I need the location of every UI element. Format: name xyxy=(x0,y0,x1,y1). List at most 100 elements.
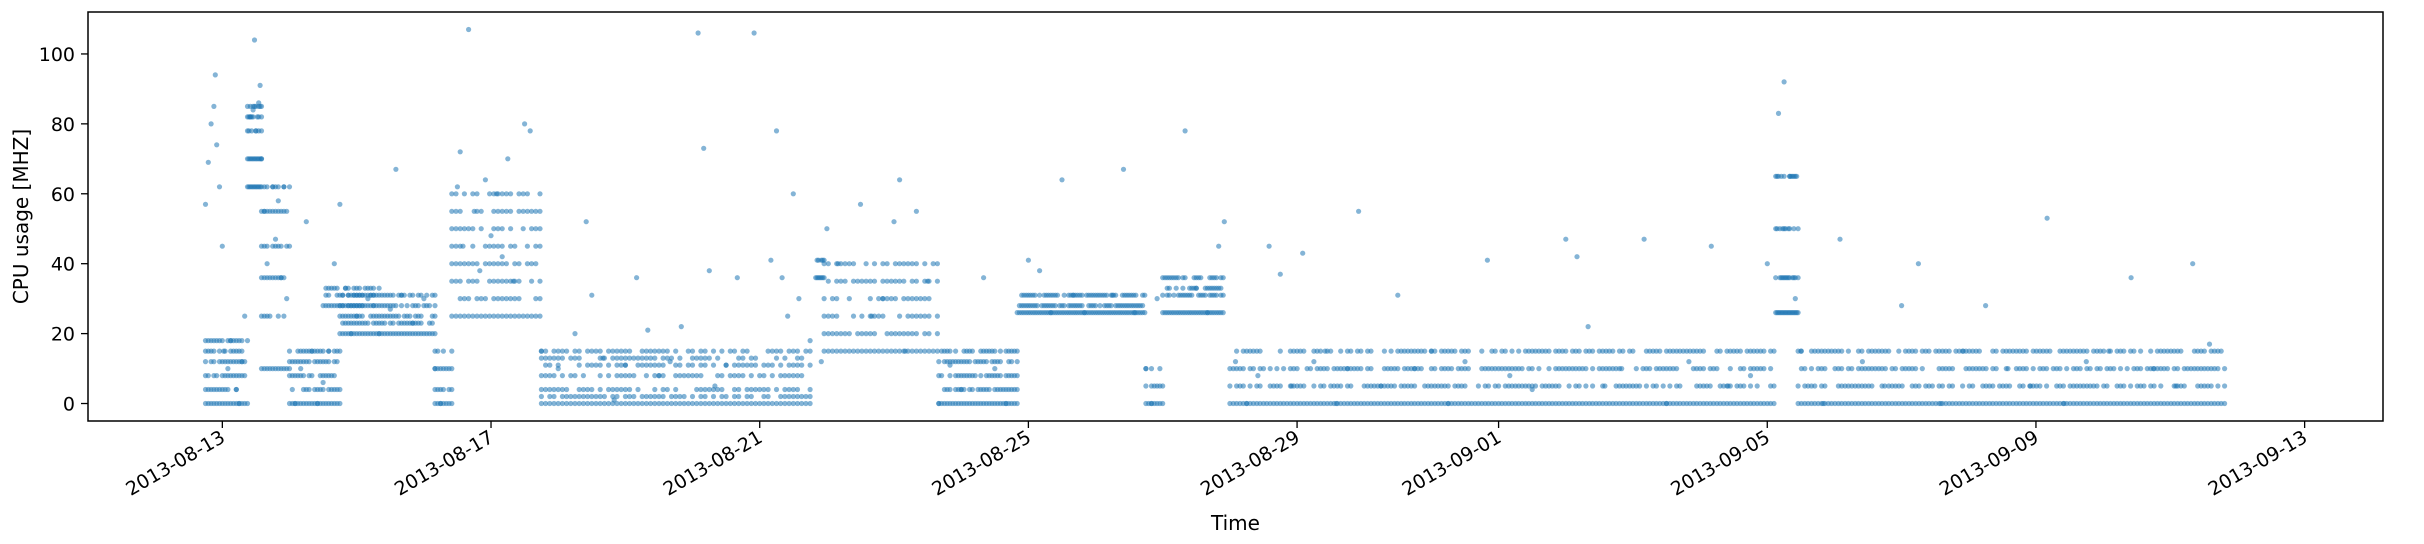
data-point xyxy=(778,393,784,400)
data-point xyxy=(2206,341,2213,347)
data-point xyxy=(251,37,258,43)
data-point xyxy=(1257,383,1263,389)
data-point xyxy=(555,386,561,393)
data-point xyxy=(589,393,595,400)
data-point xyxy=(538,400,545,407)
data-point xyxy=(348,331,354,337)
x-axis-label: Time xyxy=(1210,511,1260,535)
data-point xyxy=(1667,383,1673,389)
data-point xyxy=(1059,177,1065,183)
data-point xyxy=(1492,348,1498,354)
data-point xyxy=(236,400,242,407)
data-point xyxy=(997,359,1004,365)
data-point xyxy=(449,313,455,319)
data-point xyxy=(752,362,759,368)
data-point xyxy=(614,362,620,368)
data-point xyxy=(773,128,780,134)
data-point xyxy=(610,348,616,354)
data-point xyxy=(719,400,725,407)
data-point xyxy=(572,331,578,337)
data-point xyxy=(1003,400,1009,407)
data-point xyxy=(499,191,505,197)
data-point xyxy=(1761,366,1767,372)
data-point xyxy=(2128,383,2134,389)
data-point xyxy=(543,373,549,379)
data-point xyxy=(568,393,574,400)
data-point xyxy=(1025,257,1031,263)
data-point xyxy=(1301,348,1307,354)
data-point xyxy=(432,366,438,372)
data-point xyxy=(1048,310,1054,316)
data-point xyxy=(491,208,497,214)
data-point xyxy=(516,278,522,284)
data-point xyxy=(453,226,459,232)
data-point xyxy=(645,327,651,333)
data-point xyxy=(825,313,831,319)
data-point xyxy=(643,355,650,361)
data-point xyxy=(643,348,650,354)
data-point xyxy=(2037,383,2043,389)
data-point xyxy=(689,393,696,400)
data-point xyxy=(736,355,742,361)
data-point xyxy=(461,191,467,197)
data-point xyxy=(1771,383,1777,389)
data-point xyxy=(495,313,501,319)
data-point xyxy=(888,348,894,354)
data-point xyxy=(1220,275,1226,281)
plot-frame xyxy=(87,11,2384,422)
data-point xyxy=(648,362,654,368)
data-point xyxy=(752,355,759,361)
data-point xyxy=(340,303,346,309)
data-point xyxy=(765,362,771,368)
data-point xyxy=(765,348,771,354)
data-point xyxy=(892,261,899,267)
data-point xyxy=(300,373,307,379)
data-point xyxy=(202,359,209,365)
data-point xyxy=(264,184,270,190)
data-point xyxy=(794,348,801,354)
data-point xyxy=(1281,366,1287,372)
data-point xyxy=(667,359,673,365)
data-point xyxy=(418,313,424,319)
data-point xyxy=(543,362,549,368)
data-point xyxy=(710,348,717,354)
data-point xyxy=(461,226,467,232)
data-point xyxy=(449,400,455,407)
data-point xyxy=(821,296,827,302)
y-tick-label: 60 xyxy=(51,184,75,206)
y-axis: 0 20 40 60 80 100 xyxy=(39,44,88,416)
data-point xyxy=(1465,348,1471,354)
data-point xyxy=(677,393,683,400)
data-point xyxy=(387,306,393,312)
data-point xyxy=(1949,383,1956,389)
data-point xyxy=(242,373,248,379)
data-point xyxy=(1536,366,1542,372)
data-point xyxy=(334,359,340,365)
data-point xyxy=(543,400,549,407)
data-point xyxy=(239,359,245,365)
data-point xyxy=(576,348,582,354)
data-point xyxy=(807,400,813,407)
data-point xyxy=(1148,400,1155,407)
data-point xyxy=(460,243,466,249)
data-point xyxy=(1859,359,1865,365)
data-point xyxy=(435,348,441,354)
data-point xyxy=(337,201,343,207)
data-point xyxy=(992,366,998,372)
data-point xyxy=(1892,366,1899,372)
data-point xyxy=(884,261,890,267)
data-point xyxy=(1257,348,1263,354)
data-point xyxy=(643,400,650,407)
data-point xyxy=(1983,366,1989,372)
data-point xyxy=(354,313,360,319)
data-point xyxy=(309,373,315,379)
data-point xyxy=(601,393,608,400)
data-point xyxy=(478,313,484,319)
data-point xyxy=(2084,348,2090,354)
data-point xyxy=(2175,366,2181,372)
data-point xyxy=(773,348,780,354)
data-point xyxy=(499,226,505,232)
data-point xyxy=(211,103,217,109)
data-point xyxy=(2222,383,2228,389)
data-point xyxy=(281,313,287,319)
